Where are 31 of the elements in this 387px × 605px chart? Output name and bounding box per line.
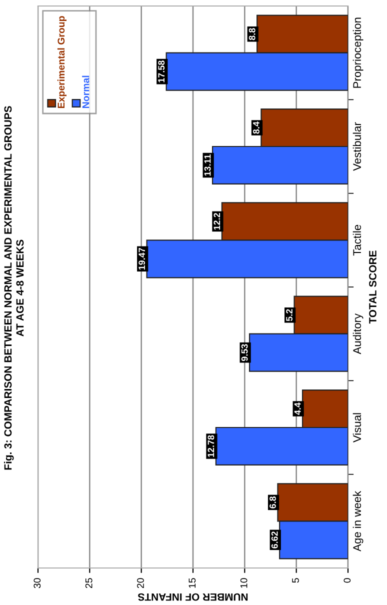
data-label: 12.2 <box>214 213 220 230</box>
data-label: 8.4 <box>253 122 260 134</box>
x-axis-title: NUMBER OF INFANTS <box>138 593 248 601</box>
text: Fig. 3: COMPARISON BETWEEN NORMAL AND EXPERIMENTAL GROUPS <box>4 106 14 470</box>
y-tick-label: Vestibular <box>352 122 362 171</box>
x-tick-label: 5 <box>292 578 299 583</box>
data-label: 19.47 <box>138 248 146 270</box>
y-tick-label: Age in week <box>352 490 364 552</box>
x-tick-label: 30 <box>34 578 41 588</box>
y-tick-label: Proprioception <box>352 18 364 88</box>
data-label: 6.62 <box>271 531 278 548</box>
data-label: 12.78 <box>208 435 214 457</box>
text: Experimental Group <box>57 16 67 108</box>
data-label: 13.11 <box>204 154 211 176</box>
data-label: 17.58 <box>158 60 165 82</box>
y-tick-label: Visual <box>352 413 362 442</box>
data-label: 4.4 <box>294 402 301 415</box>
y-axis-title: TOTAL SCORE <box>369 250 376 324</box>
x-tick-label: 25 <box>85 578 92 588</box>
y-tick-label: Auditory <box>352 313 364 354</box>
x-tick-label: 10 <box>240 578 248 588</box>
x-tick-label: 20 <box>137 578 144 588</box>
data-label: 8.8 <box>248 28 256 40</box>
x-tick-label: 15 <box>188 578 196 588</box>
data-label: 5.2 <box>286 309 292 322</box>
data-label: 6.8 <box>270 496 276 508</box>
text: AT AGE 4-8 WEEKS <box>16 240 24 336</box>
x-tick-label: 0 <box>344 578 351 583</box>
data-label: 9.53 <box>241 344 248 362</box>
text: Normal <box>82 76 90 108</box>
y-tick-label: Tactile <box>352 224 362 256</box>
